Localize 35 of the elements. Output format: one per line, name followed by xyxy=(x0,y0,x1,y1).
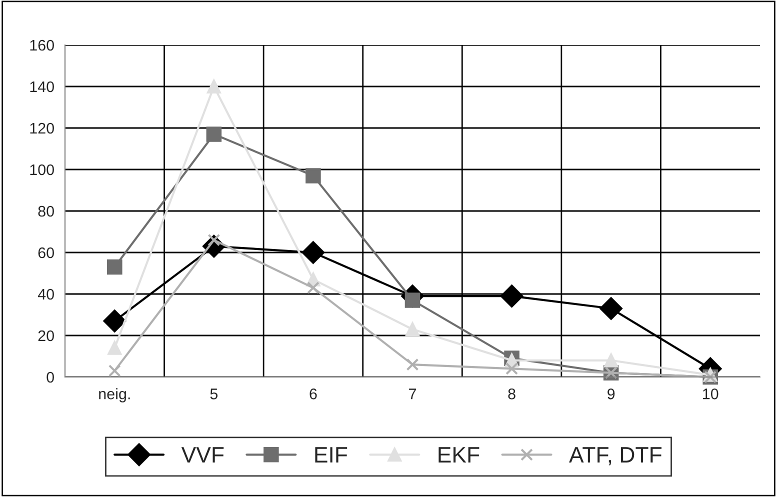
point xyxy=(107,259,122,275)
point xyxy=(302,241,325,264)
x-tick-label: 5 xyxy=(210,388,218,400)
point xyxy=(600,297,622,320)
x-tick-label: 8 xyxy=(508,388,516,400)
x-tick-label: 10 xyxy=(703,388,718,400)
x-tick-label: 7 xyxy=(409,388,416,400)
point xyxy=(206,80,221,94)
point xyxy=(306,282,320,294)
point xyxy=(306,168,321,184)
x-tick-label: 6 xyxy=(310,388,317,400)
point xyxy=(500,284,524,308)
y-tick-label: 0 xyxy=(46,372,54,383)
y-tick-label: 140 xyxy=(30,81,54,92)
legend-label: ATF, DTF xyxy=(569,447,662,466)
y-tick-label: 100 xyxy=(30,164,54,176)
point xyxy=(406,358,419,371)
legend-label: EKF xyxy=(438,447,480,462)
point xyxy=(206,126,222,142)
legend-label: EIF xyxy=(315,447,348,462)
point xyxy=(406,322,420,336)
y-tick-label: 120 xyxy=(30,122,54,134)
point xyxy=(506,362,518,375)
point xyxy=(103,310,126,332)
y-tick-label: 20 xyxy=(38,330,54,342)
x-tick-label: 9 xyxy=(608,388,615,400)
x-tick-label: neig. xyxy=(99,388,130,402)
y-tick-label: 160 xyxy=(30,40,54,51)
point xyxy=(604,353,618,368)
y-tick-label: 40 xyxy=(38,288,54,300)
y-tick-label: 60 xyxy=(38,247,54,258)
point xyxy=(108,341,122,355)
legend-label: VVF xyxy=(181,447,224,462)
point xyxy=(108,364,121,378)
y-tick-label: 80 xyxy=(38,206,54,217)
